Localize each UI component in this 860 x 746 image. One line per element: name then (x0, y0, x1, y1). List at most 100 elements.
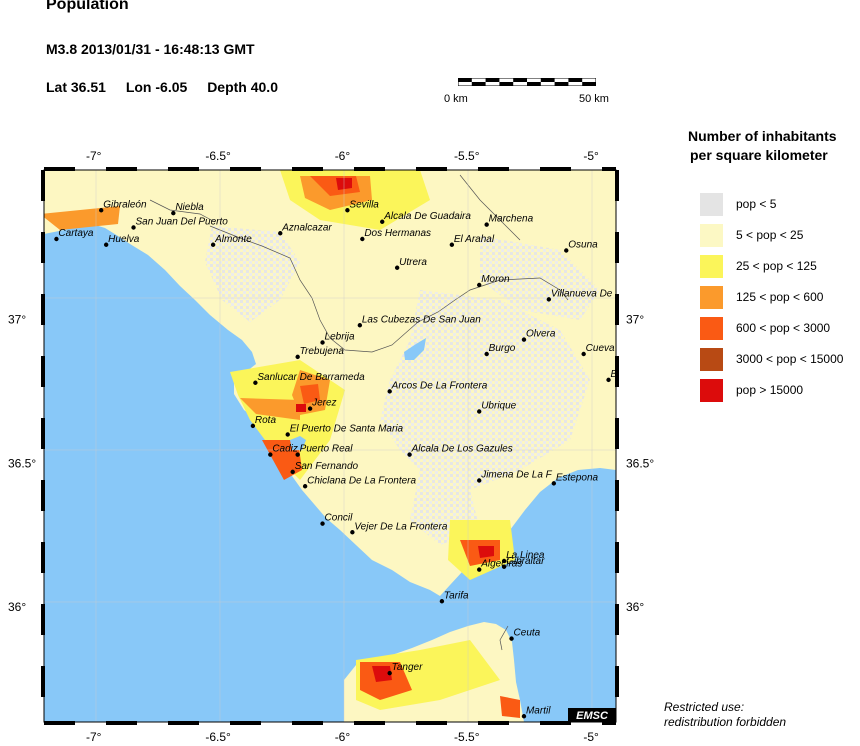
city-dot[interactable] (551, 481, 557, 486)
city-label: Las Cubezas De San Juan (362, 314, 481, 325)
city-dot[interactable] (509, 636, 514, 641)
frame-tick (602, 167, 616, 171)
city-dot[interactable] (307, 406, 313, 411)
city-dot[interactable] (357, 323, 363, 328)
city-label: Cueva (586, 343, 615, 354)
city-label: Concil (325, 513, 354, 524)
lat-tick-label: 36.5° (8, 456, 36, 470)
city-dot[interactable] (501, 564, 507, 569)
city-dot[interactable] (477, 478, 482, 483)
city-label: San Juan Del Puerto (136, 217, 229, 228)
city-dot[interactable] (394, 265, 400, 270)
frame-tick (478, 721, 509, 725)
legend-swatch (700, 286, 723, 309)
city-label: Olvera (526, 329, 556, 340)
legend-title-line1: Number of inhabitants (688, 128, 837, 144)
city-dot[interactable] (268, 452, 273, 457)
frame-tick (292, 721, 323, 725)
city-dot[interactable] (387, 670, 392, 676)
city-dot[interactable] (501, 558, 507, 564)
frame-tick (615, 604, 619, 635)
city-dot[interactable] (350, 530, 355, 535)
city-label: Huelva (108, 234, 140, 245)
city-dot[interactable] (484, 351, 489, 357)
city-dot[interactable] (278, 231, 283, 236)
frame-tick (615, 542, 619, 573)
frame-tick (615, 666, 619, 697)
city-label: Gibraltar (506, 556, 545, 567)
city-dot[interactable] (210, 242, 216, 247)
frame-tick (478, 167, 509, 171)
frame-tick (615, 294, 619, 325)
graticule (44, 170, 616, 722)
legend-label: 125 < pop < 600 (736, 290, 824, 304)
lon-tick-label: -5° (583, 730, 599, 744)
usage-notice-line2: redistribution forbidden (664, 715, 787, 729)
city-dot[interactable] (387, 389, 392, 394)
city-dot[interactable] (103, 242, 109, 247)
frame-tick (615, 170, 619, 201)
city-label: Ceuta (514, 628, 541, 639)
legend-item: 5 < pop < 25 (700, 224, 860, 247)
city-label: Jimena De La F (480, 470, 552, 481)
legend-swatch (700, 348, 723, 371)
city-dot[interactable] (477, 282, 482, 288)
city-label: Estepona (556, 472, 599, 483)
city-dot[interactable] (564, 248, 569, 253)
lat-tick-label: 36.5° (626, 456, 654, 470)
legend-item: pop > 15000 (700, 379, 860, 402)
legend-label: 25 < pop < 125 (736, 259, 817, 273)
frame-tick (41, 170, 45, 201)
city-label: Marchena (489, 214, 534, 225)
city-dot[interactable] (295, 452, 300, 457)
city-label: Bu (611, 369, 624, 380)
city-dot[interactable] (285, 432, 290, 437)
city-dot[interactable] (360, 236, 365, 242)
city-label: Jerez (311, 398, 336, 409)
frame-tick (615, 480, 619, 511)
city-dot[interactable] (546, 297, 552, 302)
city-dot[interactable] (253, 380, 258, 385)
frame-tick (416, 167, 447, 171)
city-label: Trebujena (300, 346, 345, 357)
scale-start-label: 0 km (444, 93, 468, 105)
city-label: Tarifa (444, 590, 469, 601)
city-dot[interactable] (250, 423, 256, 429)
city-dot[interactable] (295, 354, 300, 360)
frame-tick (106, 167, 137, 171)
city-dot[interactable] (320, 340, 325, 345)
frame-tick (41, 232, 45, 263)
city-dot[interactable] (99, 208, 104, 213)
city-dot[interactable] (521, 337, 527, 342)
city-dot[interactable] (302, 484, 308, 489)
city-dot[interactable] (439, 599, 445, 604)
city-dot[interactable] (477, 409, 482, 414)
legend-item: 3000 < pop < 15000 (700, 348, 860, 371)
city-dot[interactable] (345, 208, 350, 213)
legend-title-line2: per square kilometer (690, 147, 828, 163)
city-dot[interactable] (449, 242, 455, 247)
city-dot[interactable] (320, 521, 325, 526)
city-dot[interactable] (54, 236, 59, 242)
city-label: Chiclana De La Frontera (307, 475, 416, 486)
lon-tick-label: -6° (335, 730, 351, 744)
lon-tick-label: -6.5° (205, 149, 231, 163)
frame-tick (41, 542, 45, 573)
city-label: Vejer De La Frontera (354, 521, 447, 532)
city-dot[interactable] (407, 452, 412, 457)
frame-tick (540, 721, 571, 725)
scale-end-label: 50 km (579, 93, 609, 105)
city-dot[interactable] (131, 225, 136, 230)
city-dot[interactable] (380, 219, 385, 224)
city-dot[interactable] (290, 469, 295, 475)
city-dot[interactable] (477, 567, 482, 572)
lat-tick-label: 37° (8, 313, 26, 327)
city-dot[interactable] (171, 210, 176, 216)
city-label: Tanger (392, 662, 423, 673)
legend-label: 5 < pop < 25 (736, 228, 804, 242)
city-dot[interactable] (521, 714, 527, 719)
city-dot[interactable] (581, 351, 586, 357)
city-dot[interactable] (484, 222, 489, 227)
city-dot[interactable] (606, 377, 611, 383)
